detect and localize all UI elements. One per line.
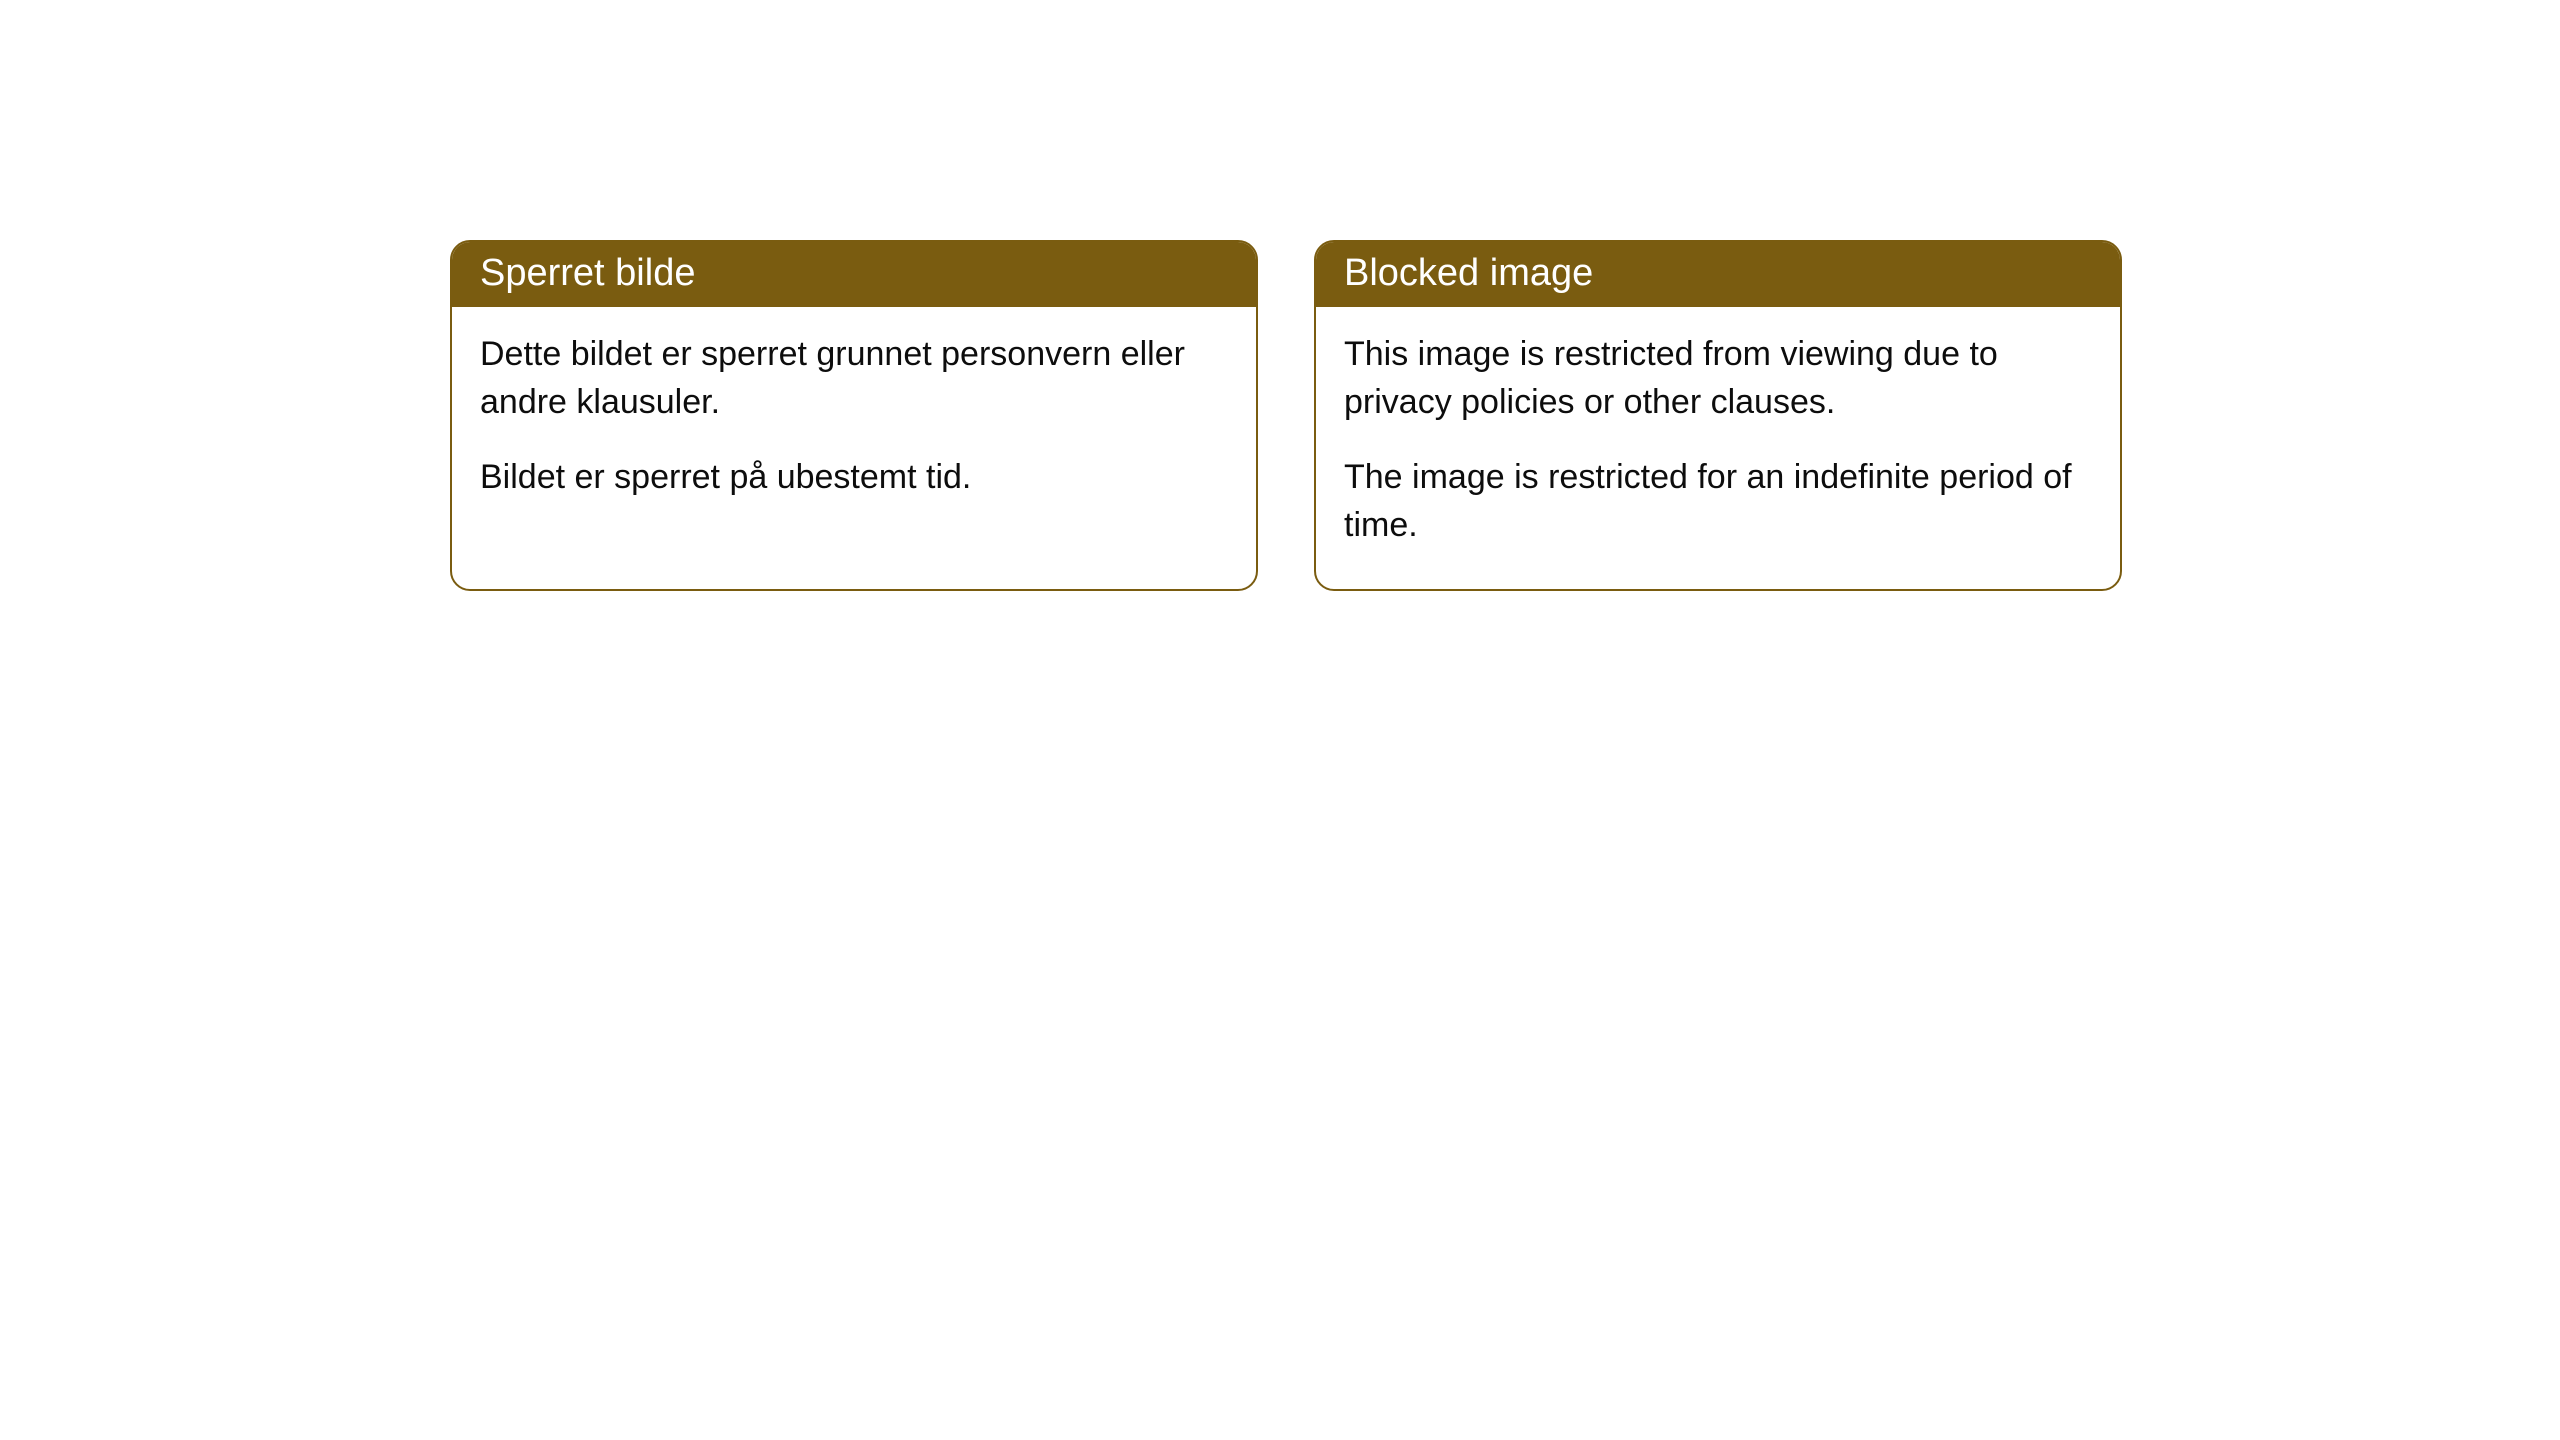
- card-title: Blocked image: [1344, 252, 1593, 294]
- notice-card-norwegian: Sperret bilde Dette bildet er sperret gr…: [450, 240, 1258, 591]
- card-header: Blocked image: [1316, 242, 2120, 307]
- card-paragraph: This image is restricted from viewing du…: [1344, 331, 2092, 426]
- card-header: Sperret bilde: [452, 242, 1256, 307]
- card-body: Dette bildet er sperret grunnet personve…: [452, 307, 1256, 542]
- card-title: Sperret bilde: [480, 252, 695, 294]
- card-paragraph: The image is restricted for an indefinit…: [1344, 454, 2092, 549]
- card-paragraph: Bildet er sperret på ubestemt tid.: [480, 454, 1228, 502]
- card-paragraph: Dette bildet er sperret grunnet personve…: [480, 331, 1228, 426]
- notice-cards-container: Sperret bilde Dette bildet er sperret gr…: [450, 240, 2122, 591]
- notice-card-english: Blocked image This image is restricted f…: [1314, 240, 2122, 591]
- card-body: This image is restricted from viewing du…: [1316, 307, 2120, 589]
